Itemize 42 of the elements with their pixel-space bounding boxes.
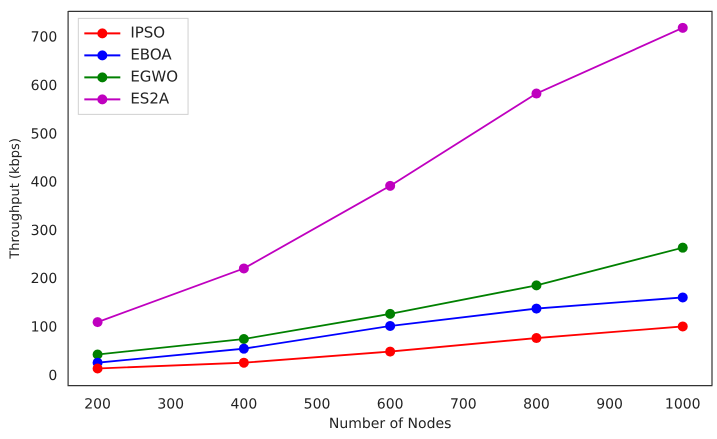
point	[92, 317, 103, 328]
y-tick-label: 0	[48, 368, 58, 384]
x-tick-label: 200	[84, 396, 111, 412]
legend-label: EBOA	[130, 45, 172, 64]
y-tick-label: 400	[30, 174, 58, 191]
point	[238, 263, 249, 274]
y-tick-label: 700	[30, 30, 58, 46]
point	[92, 349, 103, 360]
x-tick-label: 800	[523, 396, 550, 412]
point	[385, 320, 396, 331]
x-tick-label: 600	[376, 396, 404, 412]
point	[92, 363, 103, 374]
x-tick-label: 400	[230, 396, 258, 412]
x-tick-label: 300	[157, 396, 184, 412]
x-axis-title: Number of Nodes	[328, 416, 452, 432]
point	[531, 333, 542, 344]
y-tick-label: 100	[30, 320, 58, 336]
x-tick-label: 700	[450, 396, 477, 412]
y-axis-title: Throughput (kbps)	[8, 138, 24, 260]
y-tick-label: 300	[30, 222, 58, 239]
point	[678, 321, 688, 332]
point	[678, 242, 688, 253]
point	[531, 304, 542, 314]
point	[531, 280, 542, 290]
point	[385, 346, 396, 357]
x-tick-label: 500	[304, 396, 330, 412]
legend-label: EGWO	[130, 67, 178, 86]
point	[238, 344, 249, 354]
x-tick-label: 1000	[664, 396, 701, 412]
y-tick-label: 600	[30, 78, 58, 94]
point	[678, 22, 688, 33]
point	[238, 358, 249, 368]
y-tick-label: 500	[30, 126, 58, 142]
x-tick-label: 900	[596, 396, 623, 412]
point	[385, 308, 396, 319]
point	[385, 180, 396, 191]
y-tick-label: 200	[30, 271, 58, 288]
point	[238, 334, 249, 344]
point	[678, 292, 688, 302]
legend-label: IPSO	[130, 23, 166, 42]
legend-label: ES2A	[130, 89, 170, 108]
point	[531, 88, 542, 99]
